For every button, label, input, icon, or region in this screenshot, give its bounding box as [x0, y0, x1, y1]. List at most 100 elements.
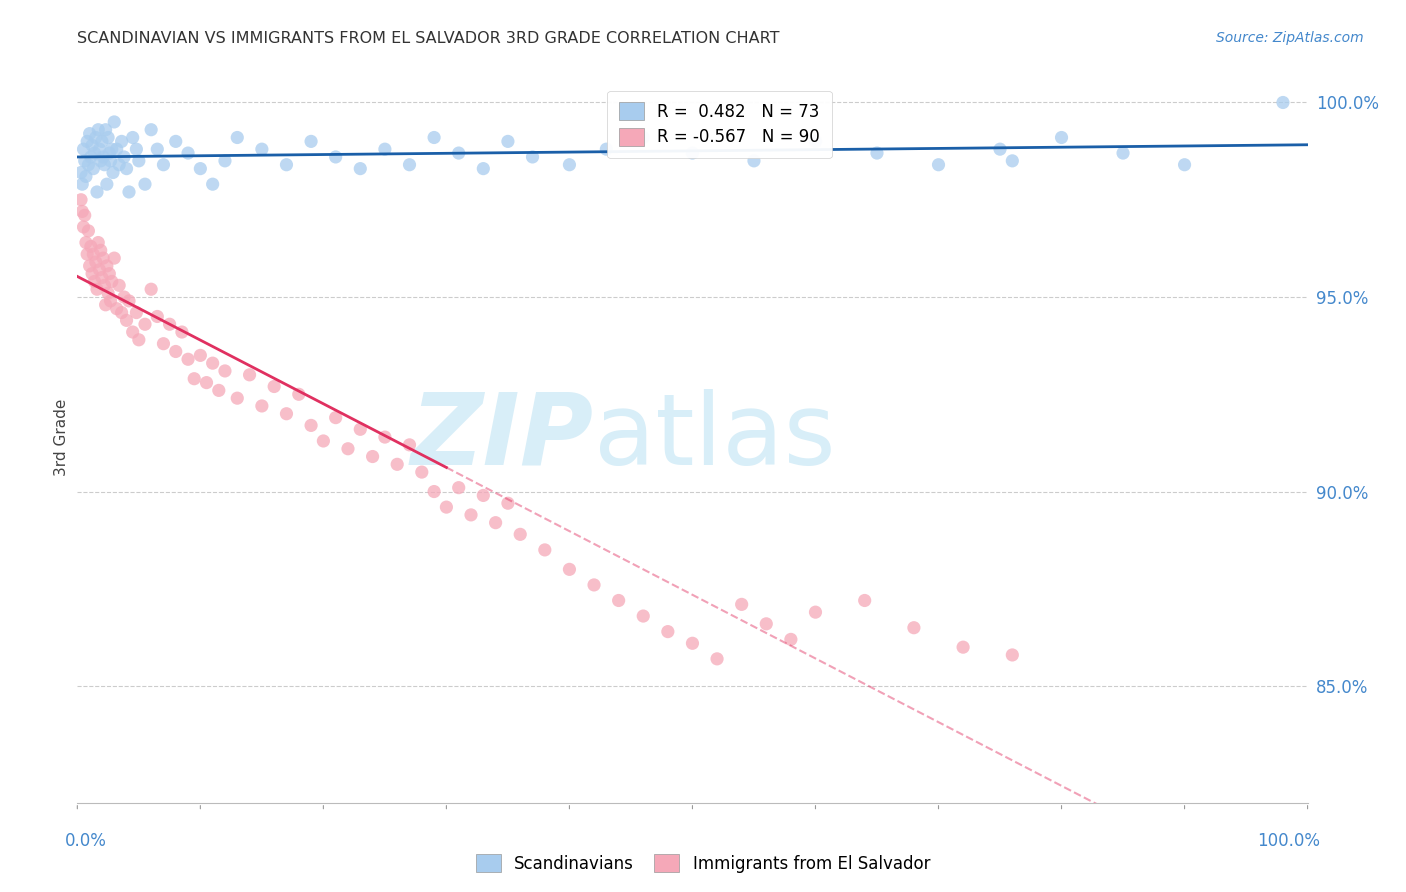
Point — [82, 247, 104, 261]
Point — [115, 313, 138, 327]
Point — [108, 278, 131, 293]
Point — [361, 450, 384, 464]
Point — [436, 500, 458, 515]
Text: 0.0%: 0.0% — [65, 832, 107, 850]
Point — [76, 247, 98, 261]
Point — [633, 130, 655, 145]
Point — [1112, 146, 1135, 161]
Point — [398, 158, 420, 172]
Point — [595, 142, 617, 156]
Point — [928, 158, 950, 172]
Point — [118, 293, 141, 308]
Point — [804, 135, 827, 149]
Point — [472, 488, 495, 502]
Point — [299, 135, 322, 149]
Point — [103, 251, 125, 265]
Point — [276, 158, 298, 172]
Point — [96, 259, 118, 273]
Point — [105, 301, 128, 316]
Point — [83, 146, 105, 161]
Point — [226, 130, 249, 145]
Point — [89, 142, 111, 156]
Point — [96, 177, 118, 191]
Point — [111, 305, 132, 319]
Point — [682, 636, 704, 650]
Point — [201, 177, 224, 191]
Point — [80, 239, 103, 253]
Point — [853, 593, 876, 607]
Point — [226, 391, 249, 405]
Point — [77, 224, 100, 238]
Point — [75, 235, 97, 250]
Point — [86, 282, 108, 296]
Point — [112, 290, 135, 304]
Point — [79, 259, 101, 273]
Point — [141, 122, 163, 136]
Point — [101, 142, 124, 156]
Point — [558, 562, 581, 576]
Point — [98, 146, 121, 161]
Point — [115, 161, 138, 176]
Point — [447, 146, 470, 161]
Point — [152, 158, 174, 172]
Point — [72, 219, 94, 234]
Point — [460, 508, 482, 522]
Point — [866, 146, 889, 161]
Point — [118, 185, 141, 199]
Point — [177, 352, 200, 367]
Point — [201, 356, 224, 370]
Point — [100, 153, 122, 168]
Point — [534, 542, 557, 557]
Point — [86, 185, 108, 199]
Point — [374, 430, 396, 444]
Point — [82, 138, 104, 153]
Point — [1050, 130, 1073, 145]
Legend: Scandinavians, Immigrants from El Salvador: Scandinavians, Immigrants from El Salvad… — [470, 847, 936, 880]
Point — [101, 275, 124, 289]
Point — [91, 150, 114, 164]
Point — [263, 379, 285, 393]
Point — [159, 318, 181, 332]
Point — [952, 640, 974, 655]
Point — [87, 235, 110, 250]
Point — [312, 434, 335, 448]
Text: 100.0%: 100.0% — [1257, 832, 1320, 850]
Point — [141, 282, 163, 296]
Point — [208, 384, 231, 398]
Point — [75, 169, 97, 184]
Point — [755, 616, 778, 631]
Point — [583, 578, 606, 592]
Text: SCANDINAVIAN VS IMMIGRANTS FROM EL SALVADOR 3RD GRADE CORRELATION CHART: SCANDINAVIAN VS IMMIGRANTS FROM EL SALVA… — [77, 31, 780, 46]
Point — [170, 325, 193, 339]
Point — [105, 142, 128, 156]
Point — [447, 481, 470, 495]
Point — [80, 150, 103, 164]
Point — [682, 146, 704, 161]
Point — [485, 516, 508, 530]
Point — [183, 372, 205, 386]
Point — [84, 130, 107, 145]
Point — [82, 267, 104, 281]
Point — [90, 135, 114, 149]
Point — [91, 251, 114, 265]
Point — [607, 593, 630, 607]
Point — [72, 142, 94, 156]
Point — [101, 165, 124, 179]
Point — [77, 158, 100, 172]
Point — [423, 130, 446, 145]
Point — [250, 399, 273, 413]
Point — [98, 267, 121, 281]
Point — [1001, 153, 1024, 168]
Point — [558, 158, 581, 172]
Point — [522, 150, 544, 164]
Point — [337, 442, 360, 456]
Point — [83, 275, 105, 289]
Point — [804, 605, 827, 619]
Point — [374, 142, 396, 156]
Point — [121, 325, 143, 339]
Point — [97, 130, 120, 145]
Point — [94, 298, 117, 312]
Point — [385, 458, 409, 472]
Point — [780, 632, 803, 647]
Point — [73, 153, 96, 168]
